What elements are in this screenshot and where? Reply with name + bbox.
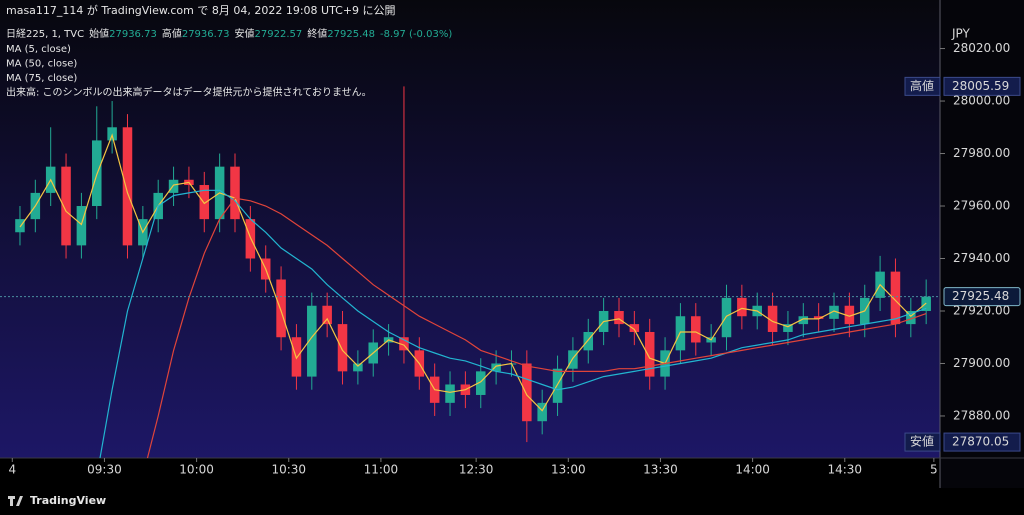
legend-entry: MA (50, close) (6, 59, 77, 70)
candle-body (475, 371, 486, 395)
price-tag-name: 安値 (910, 434, 934, 449)
candle-body (122, 127, 133, 246)
candle-body (522, 363, 532, 422)
last-price-label: 27925.48 (952, 289, 1009, 303)
ohlc-value: 27925.48 (327, 29, 375, 40)
x-tick-label: 14:00 (735, 463, 770, 477)
candle-body (691, 316, 701, 343)
y-tick-label: 27980.00 (953, 146, 1010, 160)
price-tag-value: 27870.05 (952, 435, 1009, 449)
legend-line: 日経225, 1, TVC 始値27936.73 高値27936.73 安値27922… (6, 27, 452, 40)
footer-logo: TradingView (8, 494, 106, 507)
ohlc-label: 高値 (162, 27, 182, 40)
symbol: 日経225, 1, TVC (6, 27, 84, 40)
x-tick-label: 10:00 (179, 463, 214, 477)
candle-body (399, 337, 409, 351)
candle-body (230, 166, 240, 220)
candle-body (168, 179, 179, 193)
candle-body (644, 331, 655, 377)
y-tick-label: 27900.00 (953, 356, 1010, 370)
candle-body (890, 271, 901, 325)
price-tag-name: 高値 (910, 78, 934, 93)
x-tick-label: 11:00 (364, 463, 399, 477)
candle-body (583, 331, 594, 351)
price-tag-box (904, 76, 941, 96)
candle-body (307, 305, 317, 377)
candle-body (737, 297, 747, 317)
y-tick-label: 27920.00 (953, 303, 1010, 317)
candle-body (76, 206, 87, 246)
candle-body (798, 316, 809, 325)
legend-entry: MA (75, close) (6, 73, 77, 84)
candle-body (767, 305, 778, 332)
ma-line (99, 189, 927, 458)
ohlc-value: 27922.57 (255, 29, 303, 40)
ohlc-label: 終値 (307, 27, 327, 40)
candle-body (537, 402, 547, 422)
x-tick-label: 13:30 (643, 463, 678, 477)
candle-body (337, 324, 348, 372)
change: -8.97 (-0.03%) (380, 29, 452, 40)
y-tick-label: 27940.00 (953, 251, 1010, 265)
x-tick-label: 12:30 (459, 463, 494, 477)
candle-body (445, 384, 455, 403)
ohlc-label: 安値 (235, 27, 255, 40)
candle-body (568, 350, 578, 369)
ohlc-value: 27936.73 (109, 29, 157, 40)
x-tick-label: 5 (930, 463, 938, 477)
x-tick-label: 10:30 (271, 463, 306, 477)
candle-body (844, 305, 855, 325)
last-price-box (943, 287, 1021, 307)
volume-note: 出来高: このシンボルの出来高データはデータ提供元から提供されておりません。 (6, 86, 372, 99)
candle-body (783, 324, 793, 332)
currency: JPY (951, 27, 971, 41)
price-tag-value-box (943, 432, 1021, 452)
candle-body (552, 368, 563, 403)
x-tick-label: 09:30 (87, 463, 122, 477)
candle-body (245, 219, 256, 259)
plot-background (0, 0, 940, 458)
x-tick-label: 13:00 (551, 463, 586, 477)
y-tick-label: 27880.00 (953, 408, 1010, 422)
x-tick-label: 4 (8, 463, 16, 477)
candle-body (322, 305, 332, 325)
legend-entry: MA (5, close) (6, 44, 71, 55)
overlay: 27925.48 高値 28005.59 安値 27870.05 (904, 76, 1021, 452)
candle-body (721, 297, 732, 338)
brand: TradingView (30, 494, 106, 507)
price-tag-value-box (943, 76, 1021, 96)
candle-body (276, 279, 286, 338)
plot (0, 86, 940, 458)
candle-body (491, 363, 501, 372)
publish-info: masa117_114 が TradingView.com で 8月 04, 2… (6, 3, 396, 17)
y-tick-label: 28000.00 (953, 94, 1010, 108)
candle-body (15, 219, 25, 233)
candle-body (813, 316, 824, 319)
candle-body (199, 185, 210, 220)
ma-line (146, 197, 927, 458)
y-tick-label: 28020.00 (953, 41, 1010, 55)
ohlc-value: 27936.73 (182, 29, 230, 40)
y-tick-label: 27960.00 (953, 199, 1010, 213)
price-tag-value: 28005.59 (952, 79, 1009, 93)
price-tag-box (904, 432, 941, 452)
ohlc-label: 始値 (89, 27, 109, 40)
candle-body (829, 305, 839, 319)
candle-body (614, 310, 624, 325)
candle-body (906, 310, 916, 325)
candle-body (353, 363, 363, 372)
ma-line (19, 133, 927, 412)
x-tick-label: 14:30 (827, 463, 862, 477)
candle-body (629, 324, 640, 332)
candle-body (61, 166, 71, 246)
